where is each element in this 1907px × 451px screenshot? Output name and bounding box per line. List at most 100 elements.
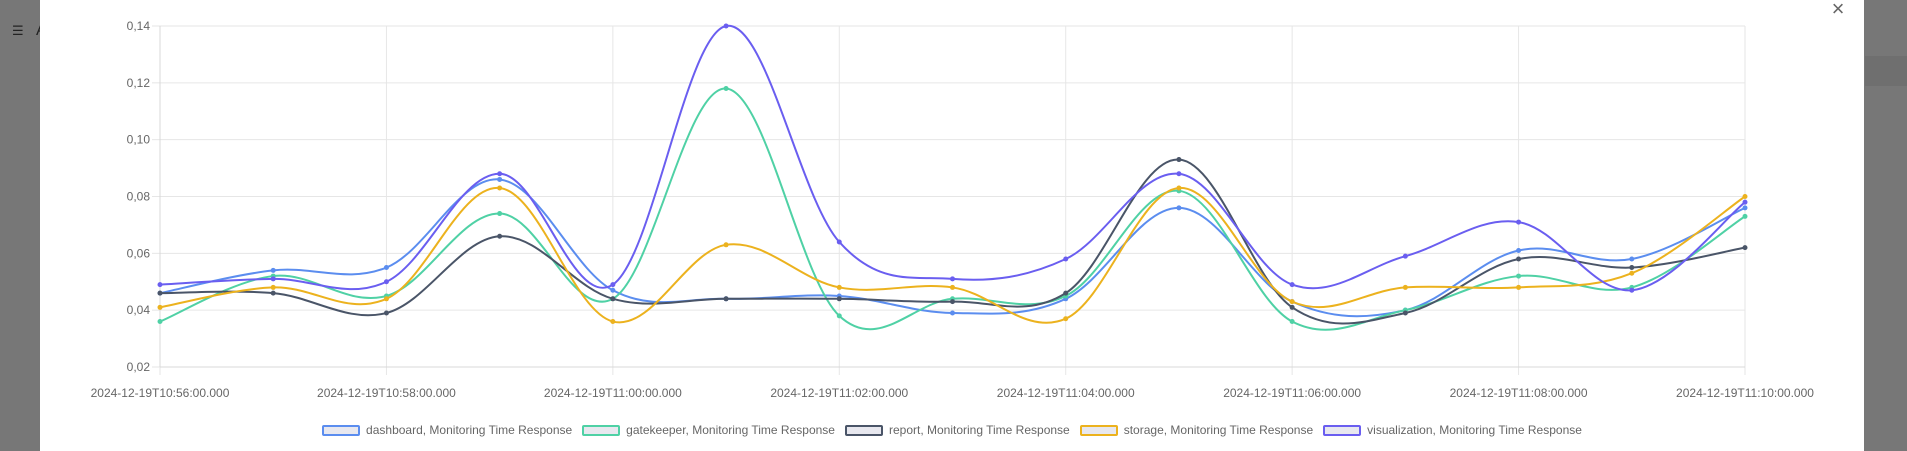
data-point-storage bbox=[1742, 194, 1748, 199]
x-tick-label: 2024-12-19T11:08:00.000 bbox=[1450, 386, 1588, 400]
data-point-gatekeeper bbox=[1742, 213, 1748, 219]
data-point-dashboard bbox=[383, 265, 389, 271]
x-tick-label: 2024-12-19T10:58:00.000 bbox=[317, 386, 456, 400]
data-point-report bbox=[1516, 256, 1522, 262]
data-point-visualization bbox=[1516, 219, 1522, 225]
data-point-visualization bbox=[1063, 256, 1069, 262]
data-point-report bbox=[1176, 157, 1182, 163]
data-point-storage bbox=[383, 296, 389, 302]
background-panel-edge bbox=[1865, 56, 1907, 86]
data-point-gatekeeper bbox=[1516, 273, 1522, 279]
data-point-dashboard bbox=[1516, 247, 1522, 253]
data-point-report bbox=[157, 290, 163, 296]
legend-label: storage, Monitoring Time Response bbox=[1123, 423, 1314, 437]
data-point-storage bbox=[270, 284, 276, 290]
y-tick-label: 0,10 bbox=[127, 133, 151, 147]
series-line-dashboard bbox=[159, 178, 1746, 318]
data-point-gatekeeper bbox=[723, 86, 729, 92]
data-point-gatekeeper bbox=[836, 313, 842, 319]
legend-swatch bbox=[1079, 424, 1118, 436]
x-tick-label: 2024-12-19T11:10:00.000 bbox=[1676, 386, 1814, 400]
data-point-gatekeeper bbox=[1289, 319, 1295, 325]
x-tick-label: 2024-12-19T11:04:00.000 bbox=[997, 386, 1135, 400]
data-point-report bbox=[383, 310, 389, 316]
data-point-report bbox=[1402, 310, 1408, 316]
list-icon[interactable]: ☰ bbox=[12, 23, 24, 38]
data-point-dashboard bbox=[270, 267, 276, 273]
data-point-storage bbox=[1402, 284, 1408, 290]
y-tick-label: 0,06 bbox=[127, 246, 151, 260]
data-point-storage bbox=[950, 284, 955, 290]
data-point-report bbox=[723, 296, 729, 302]
data-point-storage bbox=[1176, 185, 1182, 191]
data-point-storage bbox=[1063, 316, 1069, 322]
data-point-visualization bbox=[270, 276, 276, 282]
data-point-dashboard bbox=[1176, 205, 1182, 211]
legend-swatch bbox=[1323, 424, 1362, 436]
chart-legend: dashboard, Monitoring Time Response gatek… bbox=[40, 421, 1864, 439]
legend-label: gatekeeper, Monitoring Time Response bbox=[626, 423, 835, 437]
data-point-visualization bbox=[723, 23, 729, 29]
series-line-report bbox=[159, 158, 1746, 325]
data-point-storage bbox=[723, 242, 729, 248]
series-line-visualization bbox=[159, 24, 1746, 292]
y-tick-label: 0,04 bbox=[127, 303, 151, 317]
data-point-storage bbox=[836, 284, 842, 290]
data-point-storage bbox=[157, 304, 163, 310]
line-chart: 0,14 0,12 0,10 0,08 0,06 0,04 0,02 2024-12-19T1… bbox=[91, 19, 1815, 400]
data-point-dashboard bbox=[497, 176, 503, 182]
close-icon[interactable]: × bbox=[1831, 0, 1845, 21]
y-tick-label: 0,14 bbox=[127, 19, 151, 33]
data-point-visualization bbox=[157, 282, 163, 288]
data-point-storage bbox=[497, 185, 503, 191]
data-point-visualization bbox=[1742, 199, 1748, 205]
data-point-dashboard bbox=[610, 287, 616, 293]
data-point-visualization bbox=[1289, 282, 1295, 288]
data-point-visualization bbox=[950, 276, 955, 282]
chart-modal: × 0,14 0,12 0,10 0,08 0,06 0,04 0,02 2024-12-19… bbox=[40, 0, 1864, 451]
legend-label: visualization, Monitoring Time Response bbox=[1367, 423, 1582, 437]
data-point-storage bbox=[1289, 299, 1295, 305]
y-tick-label: 0,02 bbox=[127, 360, 151, 374]
legend-swatch bbox=[322, 424, 361, 436]
data-point-report bbox=[950, 299, 955, 305]
legend-label: report, Monitoring Time Response bbox=[888, 423, 1070, 437]
legend-label: dashboard, Monitoring Time Response bbox=[366, 423, 573, 437]
data-point-dashboard bbox=[950, 310, 955, 316]
legend-item-report[interactable]: report, Monitoring Time Response bbox=[844, 423, 1070, 437]
data-point-visualization bbox=[1629, 287, 1635, 293]
data-point-storage bbox=[1516, 284, 1522, 290]
legend-item-visualization[interactable]: visualization, Monitoring Time Response bbox=[1323, 423, 1582, 437]
data-point-visualization bbox=[383, 279, 389, 285]
legend-item-gatekeeper[interactable]: gatekeeper, Monitoring Time Response bbox=[582, 423, 835, 437]
data-point-dashboard bbox=[1629, 256, 1635, 262]
data-point-report bbox=[1629, 265, 1635, 271]
legend-swatch bbox=[582, 424, 621, 436]
legend-item-dashboard[interactable]: dashboard, Monitoring Time Response bbox=[322, 423, 572, 437]
data-point-report bbox=[270, 290, 276, 296]
x-tick-label: 2024-12-19T11:00:00.000 bbox=[544, 386, 682, 400]
data-point-visualization bbox=[1176, 171, 1182, 177]
legend-swatch bbox=[844, 424, 883, 436]
data-point-report bbox=[497, 233, 503, 239]
data-point-storage bbox=[1629, 270, 1635, 276]
x-tick-label: 2024-12-19T10:56:00.000 bbox=[91, 386, 230, 400]
y-tick-label: 0,08 bbox=[127, 190, 151, 204]
data-point-visualization bbox=[610, 282, 616, 288]
x-tick-label: 2024-12-19T11:02:00.000 bbox=[770, 386, 908, 400]
data-point-visualization bbox=[497, 171, 503, 177]
data-point-dashboard bbox=[1742, 205, 1748, 211]
series-line-gatekeeper bbox=[159, 87, 1746, 331]
data-point-storage bbox=[610, 319, 616, 325]
legend-item-storage[interactable]: storage, Monitoring Time Response bbox=[1079, 423, 1314, 437]
x-tick-label: 2024-12-19T11:06:00.000 bbox=[1223, 386, 1361, 400]
data-point-gatekeeper bbox=[157, 319, 163, 325]
data-point-report bbox=[836, 296, 842, 302]
data-point-gatekeeper bbox=[497, 211, 503, 217]
data-point-report bbox=[1289, 304, 1295, 310]
data-point-report bbox=[610, 296, 616, 302]
data-point-report bbox=[1742, 245, 1748, 251]
data-point-report bbox=[1063, 290, 1069, 296]
data-point-visualization bbox=[1402, 253, 1408, 259]
data-point-visualization bbox=[836, 239, 842, 245]
